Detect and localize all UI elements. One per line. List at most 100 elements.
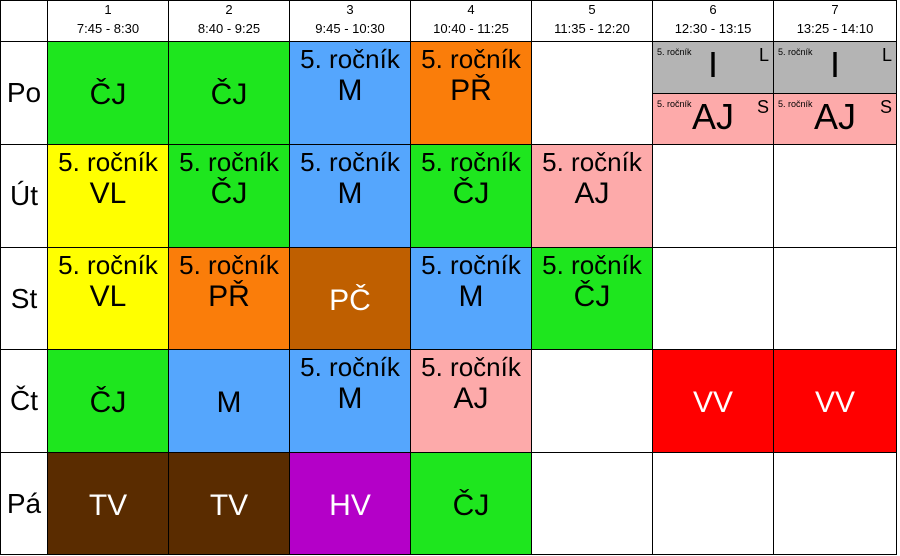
grade-label: 5. ročník bbox=[421, 352, 521, 382]
period-header-1: 1 7:45 - 8:30 bbox=[47, 0, 169, 42]
lesson-cell: VV bbox=[773, 349, 897, 453]
grade-label: 5. ročník bbox=[300, 147, 400, 177]
lesson-cell: TV bbox=[168, 452, 290, 555]
grade-label: 5. ročník bbox=[300, 352, 400, 382]
period-time: 8:40 - 9:25 bbox=[197, 21, 261, 36]
grade-label: 5. ročník bbox=[58, 250, 158, 280]
empty-cell bbox=[652, 247, 774, 350]
empty-cell bbox=[531, 349, 653, 453]
lesson-cell: 5. ročník PŘ bbox=[168, 247, 290, 350]
subject-label: VL bbox=[89, 280, 127, 313]
grade-label: 5. ročník bbox=[300, 44, 400, 74]
period-time: 11:35 - 12:20 bbox=[554, 21, 630, 36]
subject-label: ČJ bbox=[89, 78, 127, 111]
lesson-cell: 5. ročník VL bbox=[47, 247, 169, 350]
lesson-cell: 5. ročník AJ bbox=[531, 144, 653, 248]
group-letter: L bbox=[758, 45, 769, 65]
grade-label: 5. ročník bbox=[421, 250, 521, 280]
lesson-cell: 5. ročník L I 5. ročník S AJ bbox=[652, 41, 774, 145]
period-time: 12:30 - 13:15 bbox=[674, 21, 752, 36]
period-number: 3 bbox=[346, 2, 354, 17]
subject-label: ČJ bbox=[452, 177, 490, 210]
grade-label: 5. ročník bbox=[58, 147, 158, 177]
subject-label: M bbox=[216, 386, 242, 419]
subject-label: M bbox=[337, 74, 363, 107]
group-letter: S bbox=[756, 96, 769, 117]
split-lesson: 5. ročník L I bbox=[774, 42, 896, 94]
grade-label: 5. ročník bbox=[179, 147, 279, 177]
split-lesson: 5. ročník S AJ bbox=[653, 93, 773, 144]
lesson-cell: 5. ročník ČJ bbox=[531, 247, 653, 350]
subject-label: PČ bbox=[329, 284, 371, 317]
period-number: 2 bbox=[225, 2, 233, 17]
day-label: Čt bbox=[0, 349, 48, 453]
lesson-cell: ČJ bbox=[47, 349, 169, 453]
lesson-cell: HV bbox=[289, 452, 411, 555]
period-number: 6 bbox=[709, 2, 717, 17]
period-header-5: 5 11:35 - 12:20 bbox=[531, 0, 653, 42]
lesson-cell: ČJ bbox=[47, 41, 169, 145]
subject-label: I bbox=[829, 44, 840, 85]
subject-label: AJ bbox=[574, 177, 610, 210]
subject-label: PŘ bbox=[208, 280, 250, 313]
subject-label: ČJ bbox=[210, 78, 248, 111]
subject-label: VV bbox=[692, 386, 734, 419]
lesson-cell: 5. ročník M bbox=[289, 144, 411, 248]
period-header-6: 6 12:30 - 13:15 bbox=[652, 0, 774, 42]
empty-cell bbox=[531, 452, 653, 555]
period-time: 9:45 - 10:30 bbox=[315, 21, 385, 36]
grade-label: 5. ročník bbox=[778, 47, 813, 57]
split-lesson: 5. ročník S AJ bbox=[774, 93, 896, 144]
lesson-cell: 5. ročník L I 5. ročník S AJ bbox=[773, 41, 897, 145]
period-time: 10:40 - 11:25 bbox=[433, 21, 509, 36]
group-letter: S bbox=[879, 96, 892, 117]
grade-label: 5. ročník bbox=[778, 98, 813, 109]
lesson-cell: VV bbox=[652, 349, 774, 453]
grade-label: 5. ročník bbox=[542, 147, 642, 177]
empty-cell bbox=[652, 452, 774, 555]
empty-cell bbox=[773, 144, 897, 248]
lesson-cell: 5. ročník VL bbox=[47, 144, 169, 248]
subject-label: ČJ bbox=[573, 280, 611, 313]
period-number: 1 bbox=[104, 2, 112, 17]
grade-label: 5. ročník bbox=[179, 250, 279, 280]
subject-label: TV bbox=[88, 489, 128, 522]
empty-cell bbox=[652, 144, 774, 248]
lesson-cell: 5. ročník AJ bbox=[410, 349, 532, 453]
empty-cell bbox=[531, 41, 653, 145]
grade-label: 5. ročník bbox=[542, 250, 642, 280]
lesson-cell: PČ bbox=[289, 247, 411, 350]
subject-label: AJ bbox=[691, 95, 734, 137]
lesson-cell: 5. ročník M bbox=[410, 247, 532, 350]
lesson-cell: 5. ročník M bbox=[289, 349, 411, 453]
period-header-2: 2 8:40 - 9:25 bbox=[168, 0, 290, 42]
period-number: 4 bbox=[467, 2, 475, 17]
subject-label: AJ bbox=[813, 95, 856, 137]
lesson-cell: ČJ bbox=[168, 41, 290, 145]
lesson-cell: ČJ bbox=[410, 452, 532, 555]
lesson-cell: 5. ročník ČJ bbox=[168, 144, 290, 248]
period-time: 13:25 - 14:10 bbox=[796, 21, 874, 36]
subject-label: ČJ bbox=[89, 386, 127, 419]
grade-label: 5. ročník bbox=[657, 47, 692, 57]
day-label: Po bbox=[0, 41, 48, 145]
period-header-3: 3 9:45 - 10:30 bbox=[289, 0, 411, 42]
split-lesson: 5. ročník L I bbox=[653, 42, 773, 94]
empty-cell bbox=[773, 452, 897, 555]
lesson-cell: 5. ročník PŘ bbox=[410, 41, 532, 145]
subject-label: AJ bbox=[453, 382, 489, 415]
empty-cell bbox=[773, 247, 897, 350]
grade-label: 5. ročník bbox=[421, 44, 521, 74]
lesson-cell: TV bbox=[47, 452, 169, 555]
subject-label: PŘ bbox=[450, 74, 492, 107]
period-header-7: 7 13:25 - 14:10 bbox=[773, 0, 897, 42]
day-label: St bbox=[0, 247, 48, 350]
subject-label: TV bbox=[209, 489, 249, 522]
grade-label: 5. ročník bbox=[657, 98, 692, 109]
group-letter: L bbox=[881, 45, 892, 65]
grade-label: 5. ročník bbox=[421, 147, 521, 177]
period-number: 7 bbox=[831, 2, 839, 17]
lesson-cell: 5. ročník ČJ bbox=[410, 144, 532, 248]
subject-label: HV bbox=[329, 489, 371, 522]
